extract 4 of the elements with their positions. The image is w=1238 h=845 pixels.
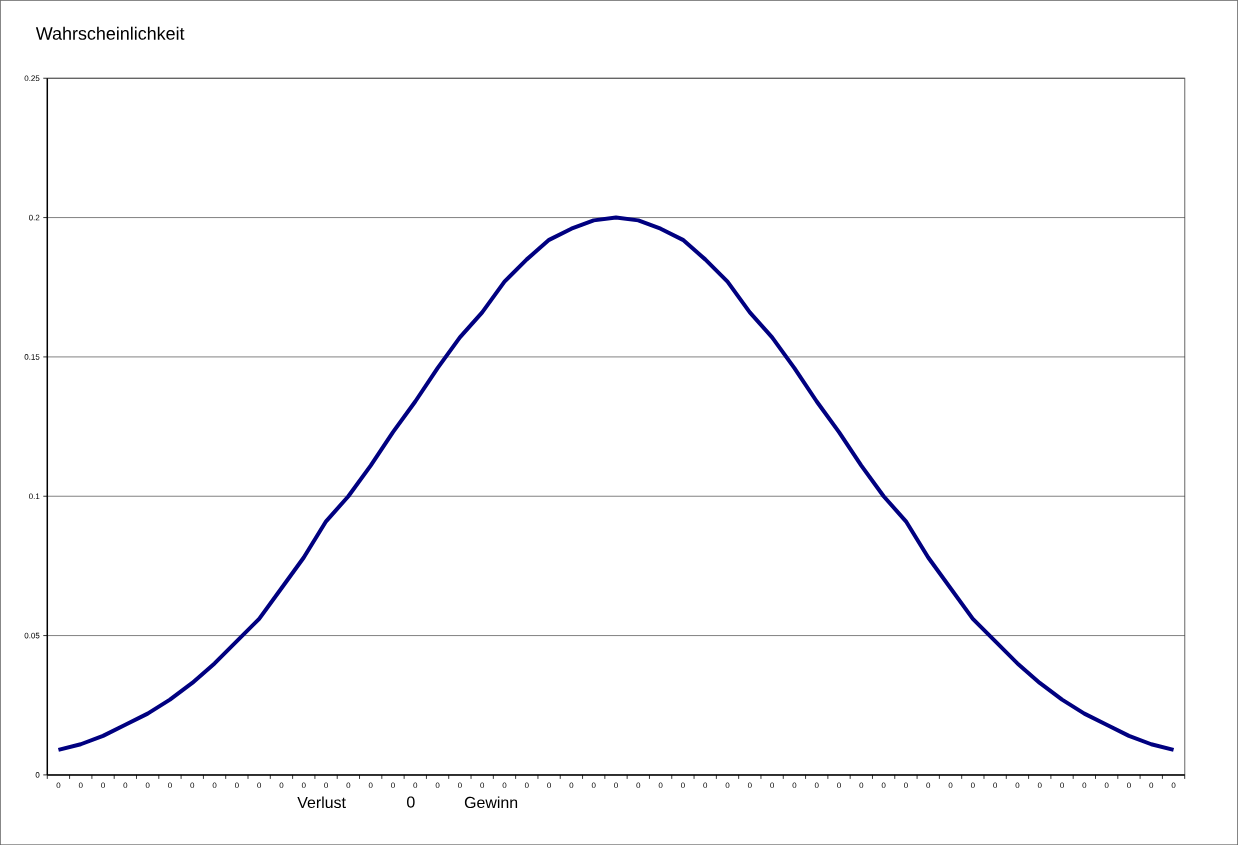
y-axis-title: Wahrscheinlichkeit — [35, 26, 185, 40]
text: Gewinn — [464, 796, 518, 809]
text: 0 — [407, 796, 415, 808]
text: Verlust — [297, 796, 346, 809]
